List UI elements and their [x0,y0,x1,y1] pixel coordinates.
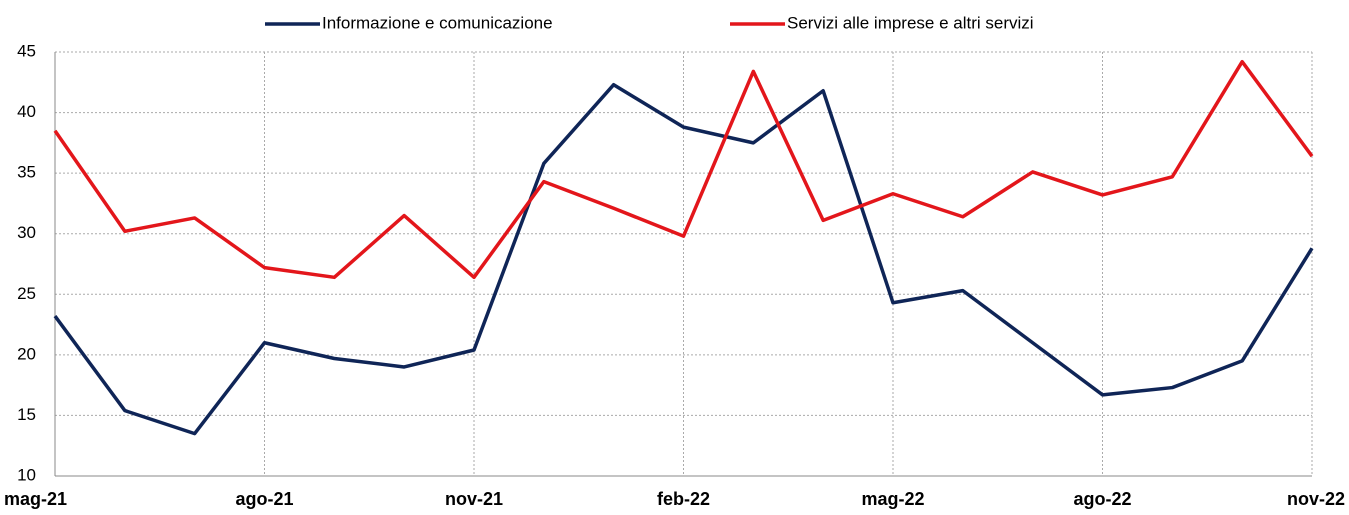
series-line [53,59,1314,280]
y-tick-label: 25 [17,284,36,303]
y-tick-label: 30 [17,223,36,242]
x-tick-label: feb-22 [657,489,710,509]
x-tick-label: ago-22 [1073,489,1131,509]
series-line [53,82,1314,436]
y-tick-label: 10 [17,465,36,484]
y-tick-label: 20 [17,344,36,363]
y-tick-label: 35 [17,163,36,182]
x-tick-label: ago-21 [235,489,293,509]
legend-label: Informazione e comunicazione [322,13,553,32]
legend-label: Servizi alle imprese e altri servizi [787,13,1034,32]
x-tick-label: mag-22 [861,489,924,509]
y-tick-label: 45 [17,41,36,60]
x-tick-label: nov-21 [445,489,503,509]
x-tick-label: nov-22 [1287,489,1345,509]
x-tick-label: mag-21 [4,489,67,509]
y-tick-label: 40 [17,102,36,121]
y-tick-label: 15 [17,405,36,424]
